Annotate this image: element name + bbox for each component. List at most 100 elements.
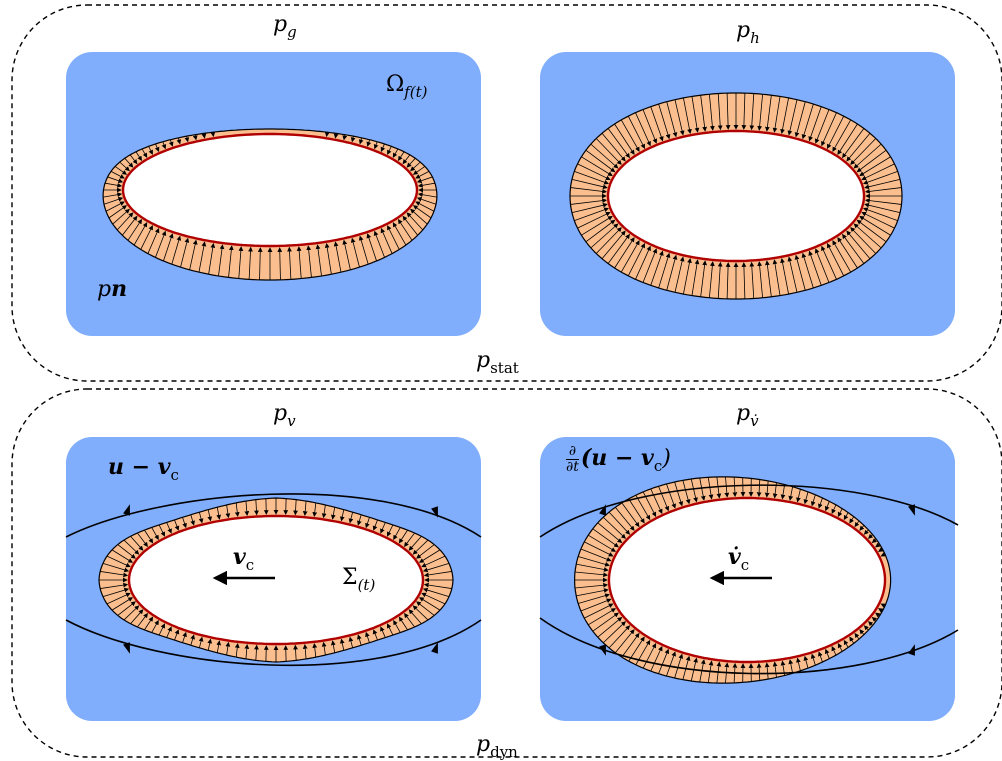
ph-pressure-arrow xyxy=(864,202,901,214)
pvdot-pressure-arrow xyxy=(666,483,676,509)
pvdot-pressure-arrow xyxy=(592,528,619,548)
ph-pressure-arrow xyxy=(666,254,678,291)
pvdot-pressure-arrow xyxy=(772,661,778,678)
pvdot-pressure-arrow xyxy=(628,498,645,524)
pg-pressure-arrow xyxy=(392,222,407,246)
pg-pressure-arrow xyxy=(402,215,418,236)
pg-pressure-arrow xyxy=(333,133,339,139)
pv-pressure-arrow xyxy=(254,499,259,516)
pv-pressure-arrow xyxy=(312,502,318,517)
pv-pressure-arrow xyxy=(100,582,129,589)
pv-pressure-arrow xyxy=(404,532,415,548)
pg-pressure-arrow xyxy=(168,139,174,147)
pg-pressure-arrow xyxy=(387,225,400,250)
pg-pressure-arrow xyxy=(116,212,134,231)
pvdot-pressure-arrow xyxy=(574,582,609,589)
pvdot-pressure-arrow xyxy=(854,520,860,528)
pv-pressure-arrow xyxy=(421,555,446,568)
pvdot-pressure-arrow xyxy=(837,508,843,517)
pg-pressure-arrow xyxy=(105,201,125,212)
ph-pressure-arrow xyxy=(741,262,747,299)
ph-pressure-arrow xyxy=(842,233,865,264)
ph-pressure-arrow xyxy=(585,219,616,243)
stream-arrow xyxy=(123,642,130,654)
ph-pressure-arrow xyxy=(666,101,678,138)
stream-arrow xyxy=(599,644,606,656)
pv-pressure-arrow xyxy=(408,536,422,551)
pv-pressure-arrow xyxy=(293,644,298,661)
pvdot-pressure-arrow xyxy=(756,479,762,498)
pvdot-pressure-arrow xyxy=(880,603,886,608)
pg-pressure-arrow xyxy=(114,166,128,175)
pv-pressure-arrow xyxy=(144,616,154,631)
pv-pressure-arrow xyxy=(123,605,140,621)
pvdot-pressure-arrow xyxy=(682,480,691,505)
pg-pressure-arrow xyxy=(402,154,411,165)
pvdot-pressure-arrow xyxy=(576,588,609,597)
ph-pressure-arrow xyxy=(863,171,898,185)
pg-pressure-arrow xyxy=(324,131,330,138)
pg-pressure-arrow xyxy=(192,134,198,141)
ph-pressure-arrow xyxy=(700,260,708,297)
ph-pressure-arrow xyxy=(837,237,858,269)
stream-arrow xyxy=(908,644,915,656)
pg-pressure-arrow xyxy=(161,141,167,150)
pvdot-pressure-arrow xyxy=(824,648,830,659)
ph-pressure-arrow xyxy=(814,109,830,144)
pvdot-pressure-arrow xyxy=(574,571,609,578)
pvdot-pressure-arrow xyxy=(615,629,635,653)
pv-pressure-arrow xyxy=(348,636,354,648)
pvdot-pressure-arrow xyxy=(576,563,609,572)
pvdot-pressure-arrow xyxy=(588,534,616,552)
pvdot-pressure-arrow xyxy=(871,616,877,622)
pvdot-pressure-arrow xyxy=(584,541,614,557)
pg-pressure-arrow xyxy=(171,235,182,265)
pg-pressure-arrow xyxy=(140,225,153,250)
pv-pressure-arrow xyxy=(408,609,422,624)
pg-pressure-arrow xyxy=(315,244,322,277)
pvdot-pressure-arrow xyxy=(597,616,623,638)
ph-pressure-arrow xyxy=(601,133,626,162)
ph-pressure-arrow xyxy=(850,138,877,165)
pg-pressure-arrow xyxy=(184,136,190,143)
pv-pressure-arrow xyxy=(422,587,450,597)
pv-pressure-arrow xyxy=(302,643,308,659)
ph-pressure-arrow xyxy=(861,212,895,229)
ph-pressure-arrow xyxy=(650,106,664,142)
stream-arrow xyxy=(431,506,438,518)
ph-pressure-arrow xyxy=(650,250,664,286)
ph-pressure-arrow xyxy=(764,95,772,132)
pvdot-pressure-arrow xyxy=(796,657,801,671)
pv-pressure-arrow xyxy=(365,631,370,643)
pv-pressure-arrow xyxy=(216,507,222,520)
ph-pressure-arrow xyxy=(850,227,877,254)
pg-pressure-arrow xyxy=(201,133,207,139)
ph-pressure-arrow xyxy=(658,103,671,140)
pg-pressure-arrow xyxy=(148,146,153,155)
pv-pressure-arrow xyxy=(234,643,240,658)
pvdot-pressure-arrow xyxy=(666,651,676,677)
pvdot-pressure-arrow xyxy=(635,639,651,666)
ph-pressure-arrow xyxy=(832,119,852,152)
pg-pressure-arrow xyxy=(416,197,437,205)
p-v-label: pv xyxy=(273,401,296,430)
pv-pressure-arrow xyxy=(357,634,362,646)
pvdot-pressure-arrow xyxy=(602,621,626,644)
pvdot-pressure-arrow xyxy=(824,501,830,512)
pg-pressure-arrow xyxy=(397,219,413,241)
pg-pressure-arrow xyxy=(296,246,302,279)
ph-pressure-arrow xyxy=(691,259,700,296)
ph-pressure-arrow xyxy=(595,227,622,254)
pvdot-pressure-arrow xyxy=(803,491,809,505)
pv-pressure-arrow xyxy=(330,507,336,520)
pv-pressure-arrow xyxy=(302,501,308,517)
pv-pressure-arrow xyxy=(117,544,136,559)
pvdot-pressure-arrow xyxy=(635,494,651,521)
pv-pressure-arrow xyxy=(123,539,140,555)
pv-pressure-arrow xyxy=(321,504,327,519)
pvdot-pressure-arrow xyxy=(602,516,626,539)
pv-pressure-arrow xyxy=(225,504,231,519)
relative-velocity-label: u − vc xyxy=(108,454,179,484)
